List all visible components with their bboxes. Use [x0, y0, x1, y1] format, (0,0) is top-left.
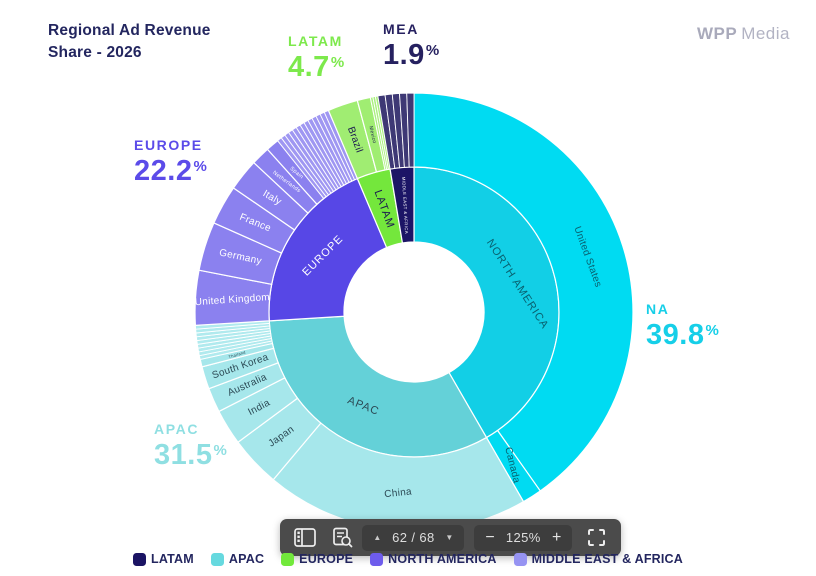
legend-item: MIDDLE EAST & AFRICA [513, 552, 684, 566]
legend-swatch [513, 552, 527, 566]
callout-latam-unit: % [330, 53, 345, 71]
callout-mea: MEA 1.9% [383, 22, 439, 70]
wpp-logo-rest: Media [741, 24, 790, 43]
fullscreen-icon [587, 529, 605, 546]
legend-label: MIDDLE EAST & AFRICA [531, 552, 684, 566]
zoom-out-button[interactable]: − [485, 528, 495, 546]
legend-swatch [210, 552, 224, 566]
callout-apac: APAC 31.5% [154, 422, 227, 470]
segment-label: United Kingdom [194, 292, 270, 308]
page-number-display[interactable]: 62 / 68 [392, 530, 435, 545]
segment-label: Mexico [367, 126, 377, 145]
callout-mea-value: 1.9 [383, 38, 425, 71]
document-search-button[interactable] [331, 525, 355, 551]
callout-na-value: 39.8 [646, 318, 705, 351]
wpp-logo-bold: WPP [696, 24, 738, 43]
callout-europe-unit: % [193, 157, 207, 175]
legend-label: APAC [228, 552, 265, 566]
previous-page-button[interactable]: ▲ [373, 533, 382, 542]
callout-apac-label: APAC [154, 421, 200, 437]
callout-europe-value: 22.2 [134, 154, 193, 187]
zoom-control-group: − 125% + [474, 524, 573, 551]
callout-na-unit: % [705, 321, 719, 339]
legend-item: APAC [210, 552, 265, 566]
callout-apac-unit: % [213, 441, 227, 459]
callout-mea-unit: % [425, 41, 440, 59]
legend-item: EUROPE [281, 552, 353, 566]
page-title-line1: Regional Ad Revenue [48, 22, 211, 39]
segment-label: Thailand [228, 350, 246, 360]
wpp-media-logo: WPP Media [697, 24, 790, 44]
sidebar-thumbnails-icon [293, 528, 316, 547]
callout-na-label: NA [646, 301, 670, 317]
callout-mea-label: MEA [383, 21, 419, 37]
segment-label: China [384, 486, 413, 500]
callout-europe: EUROPE 22.2% [134, 138, 207, 186]
legend-label: LATAM [150, 552, 194, 566]
chart-legend: LATAM APAC EUROPE NORTH AMERICA MIDDLE EAST … [0, 552, 816, 566]
legend-item: NORTH AMERICA [370, 552, 496, 566]
legend-swatch [281, 552, 295, 566]
zoom-in-button[interactable]: + [551, 528, 562, 546]
legend-swatch [370, 552, 384, 566]
callout-apac-value: 31.5 [154, 438, 213, 471]
callout-latam-value: 4.7 [288, 50, 330, 83]
legend-label: EUROPE [299, 552, 354, 566]
zoom-level-display: 125% [505, 530, 541, 545]
thumbnails-panel-button[interactable] [293, 525, 317, 551]
page-title: Regional Ad Revenue Share - 2026 [48, 20, 268, 63]
pdf-viewer-toolbar: ▲ 62 / 68 ▼ − 125% + [280, 519, 621, 556]
callout-north-america: NA 39.8% [646, 302, 719, 350]
page-navigation-group: ▲ 62 / 68 ▼ [362, 524, 465, 551]
segment-label: MIDDLE EAST & AFRICA [401, 177, 409, 235]
callout-europe-label: EUROPE [134, 137, 203, 153]
legend-swatch [132, 552, 146, 566]
callout-latam-label: LATAM [288, 33, 343, 49]
callout-latam: LATAM 4.7% [288, 34, 344, 82]
fullscreen-button[interactable] [584, 525, 608, 551]
legend-item: LATAM [132, 552, 194, 566]
page-title-line2: Share - 2026 [48, 43, 142, 61]
segment-United States [413, 92, 634, 492]
document-search-icon [333, 527, 353, 548]
segment-sliver [406, 92, 415, 168]
next-page-button[interactable]: ▼ [445, 533, 454, 542]
legend-label: NORTH AMERICA [388, 552, 497, 566]
